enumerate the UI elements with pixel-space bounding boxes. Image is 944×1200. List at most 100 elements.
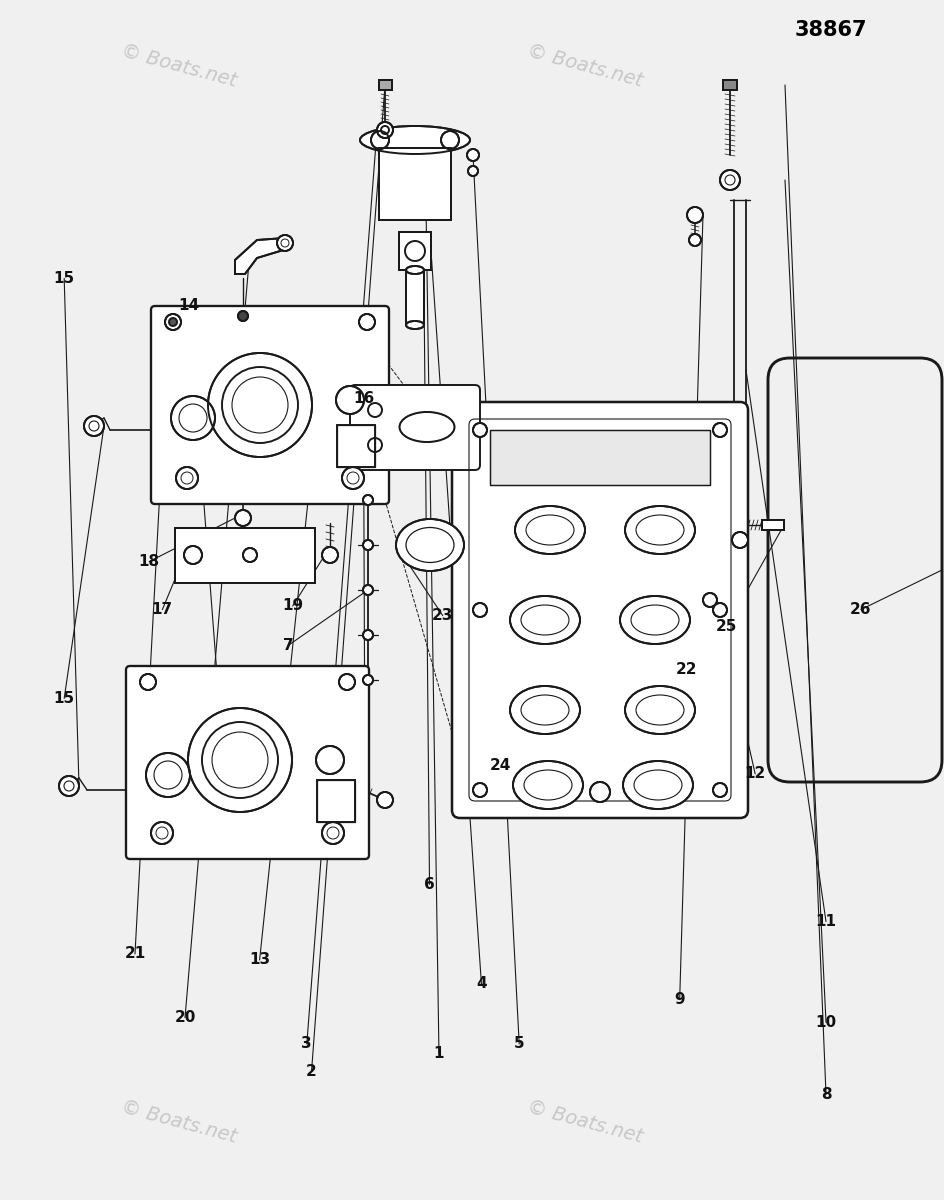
Circle shape — [377, 792, 393, 808]
Bar — [337, 425, 375, 467]
Circle shape — [316, 746, 344, 774]
Ellipse shape — [396, 518, 464, 571]
Ellipse shape — [623, 761, 693, 809]
Bar — [406, 270, 424, 325]
Circle shape — [208, 353, 312, 457]
Circle shape — [339, 674, 355, 690]
Text: 16: 16 — [353, 391, 374, 406]
Circle shape — [689, 234, 701, 246]
Circle shape — [342, 467, 364, 490]
Text: 6: 6 — [424, 877, 435, 892]
Text: © Boats.net: © Boats.net — [526, 42, 645, 90]
FancyBboxPatch shape — [126, 666, 369, 859]
Ellipse shape — [406, 266, 424, 274]
Circle shape — [713, 602, 727, 617]
Circle shape — [188, 708, 292, 812]
Ellipse shape — [515, 506, 585, 554]
Text: 23: 23 — [432, 608, 453, 623]
Ellipse shape — [625, 506, 695, 554]
Ellipse shape — [360, 126, 470, 154]
Circle shape — [59, 776, 79, 796]
Circle shape — [169, 318, 177, 326]
Bar — [175, 528, 315, 583]
Text: © Boats.net: © Boats.net — [120, 1098, 239, 1146]
Text: 13: 13 — [249, 953, 270, 967]
Circle shape — [713, 422, 727, 437]
Text: 15: 15 — [54, 271, 75, 286]
Bar — [723, 80, 737, 90]
Circle shape — [176, 467, 198, 490]
Circle shape — [140, 674, 156, 690]
Circle shape — [184, 546, 202, 564]
Text: 3: 3 — [301, 1037, 312, 1051]
Bar — [490, 430, 710, 485]
Bar — [490, 430, 710, 485]
Circle shape — [322, 822, 344, 844]
Circle shape — [473, 422, 487, 437]
Circle shape — [238, 311, 248, 320]
Circle shape — [720, 170, 740, 190]
Text: 38867: 38867 — [795, 20, 867, 40]
Circle shape — [363, 494, 373, 505]
Text: 25: 25 — [716, 619, 737, 634]
Circle shape — [590, 782, 610, 802]
Text: 21: 21 — [125, 947, 145, 961]
Bar — [379, 80, 392, 90]
Circle shape — [703, 593, 717, 607]
Bar — [399, 232, 431, 270]
Circle shape — [336, 386, 364, 414]
Circle shape — [377, 122, 393, 138]
Bar — [762, 520, 784, 530]
Circle shape — [732, 532, 748, 548]
Text: 12: 12 — [745, 767, 766, 781]
Circle shape — [363, 630, 373, 640]
Bar — [175, 528, 315, 583]
Bar — [723, 80, 737, 90]
Circle shape — [371, 131, 389, 149]
Circle shape — [277, 235, 293, 251]
Circle shape — [165, 314, 181, 330]
Bar — [399, 232, 431, 270]
Text: 18: 18 — [139, 554, 160, 569]
Circle shape — [363, 540, 373, 550]
Circle shape — [322, 547, 338, 563]
Text: 7: 7 — [282, 638, 294, 653]
Text: 8: 8 — [820, 1087, 832, 1102]
Text: 5: 5 — [514, 1037, 525, 1051]
Circle shape — [235, 510, 251, 526]
Circle shape — [713, 782, 727, 797]
Text: 2: 2 — [306, 1064, 317, 1079]
Text: © Boats.net: © Boats.net — [526, 1098, 645, 1146]
Circle shape — [467, 149, 479, 161]
Text: 11: 11 — [816, 914, 836, 929]
Text: 19: 19 — [282, 599, 303, 613]
Text: 26: 26 — [851, 602, 871, 617]
Bar — [379, 148, 451, 220]
Circle shape — [687, 206, 703, 223]
Circle shape — [441, 131, 459, 149]
Text: 10: 10 — [816, 1015, 836, 1030]
Ellipse shape — [620, 596, 690, 644]
Bar — [379, 148, 451, 220]
Circle shape — [151, 822, 173, 844]
Text: 15: 15 — [54, 691, 75, 706]
Text: 20: 20 — [175, 1010, 195, 1025]
Text: 17: 17 — [152, 602, 173, 617]
Circle shape — [468, 166, 478, 176]
Ellipse shape — [625, 686, 695, 734]
Bar — [317, 780, 355, 822]
FancyBboxPatch shape — [151, 306, 389, 504]
FancyBboxPatch shape — [452, 402, 748, 818]
Ellipse shape — [510, 686, 580, 734]
Circle shape — [146, 754, 190, 797]
Text: 24: 24 — [490, 758, 511, 773]
Circle shape — [363, 584, 373, 595]
Circle shape — [171, 396, 215, 440]
Circle shape — [359, 314, 375, 330]
Ellipse shape — [399, 412, 454, 442]
Circle shape — [473, 602, 487, 617]
Ellipse shape — [513, 761, 583, 809]
Circle shape — [473, 782, 487, 797]
Polygon shape — [235, 238, 290, 274]
Circle shape — [363, 674, 373, 685]
